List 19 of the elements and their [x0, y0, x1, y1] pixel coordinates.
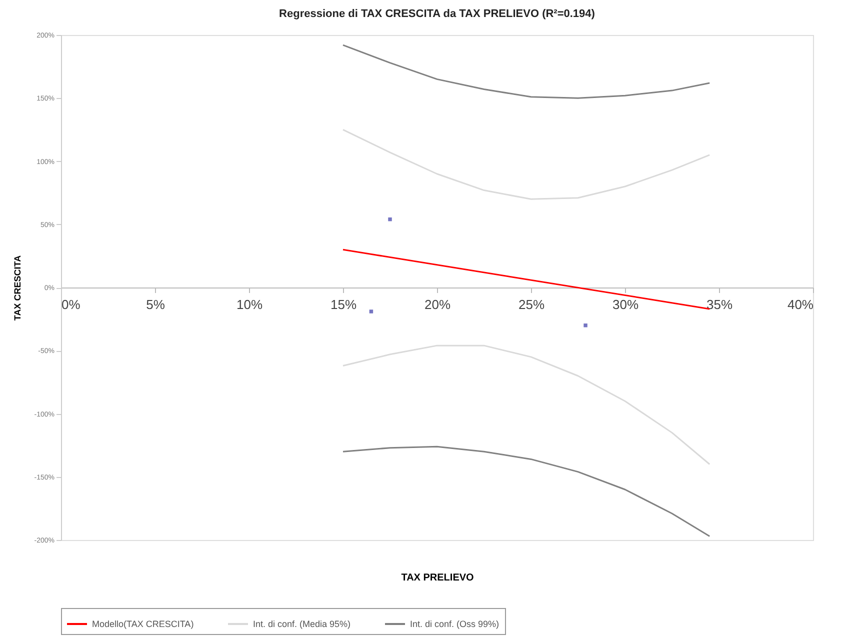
legend-label: Int. di conf. (Oss 99%): [410, 619, 500, 629]
line-series: [342, 128, 710, 200]
x-tick-label: 15%: [330, 297, 357, 312]
line-series: [342, 44, 710, 99]
x-tick-label: 5%: [146, 297, 166, 312]
x-axis-title: TAX PRELIEVO: [401, 572, 474, 584]
chart-title: Regressione di TAX CRESCITA da TAX PRELIEVO (R²=0.194): [279, 8, 596, 20]
x-tick-label: 35%: [706, 297, 733, 312]
legend-label: Int. di conf. (Media 95%): [253, 619, 351, 629]
x-tick-label: 0%: [62, 297, 81, 312]
line-series: [342, 344, 710, 465]
x-tick-label: 20%: [424, 297, 451, 312]
line-series: [342, 446, 710, 537]
x-tick-label: 40%: [787, 297, 814, 312]
y-axis-title: TAX CRESCITA: [12, 254, 22, 321]
x-tick-label: 25%: [518, 297, 545, 312]
legend-label: Modello(TAX CRESCITA): [92, 619, 194, 629]
x-tick-label: 10%: [236, 297, 263, 312]
x-tick-label: 30%: [612, 297, 639, 312]
